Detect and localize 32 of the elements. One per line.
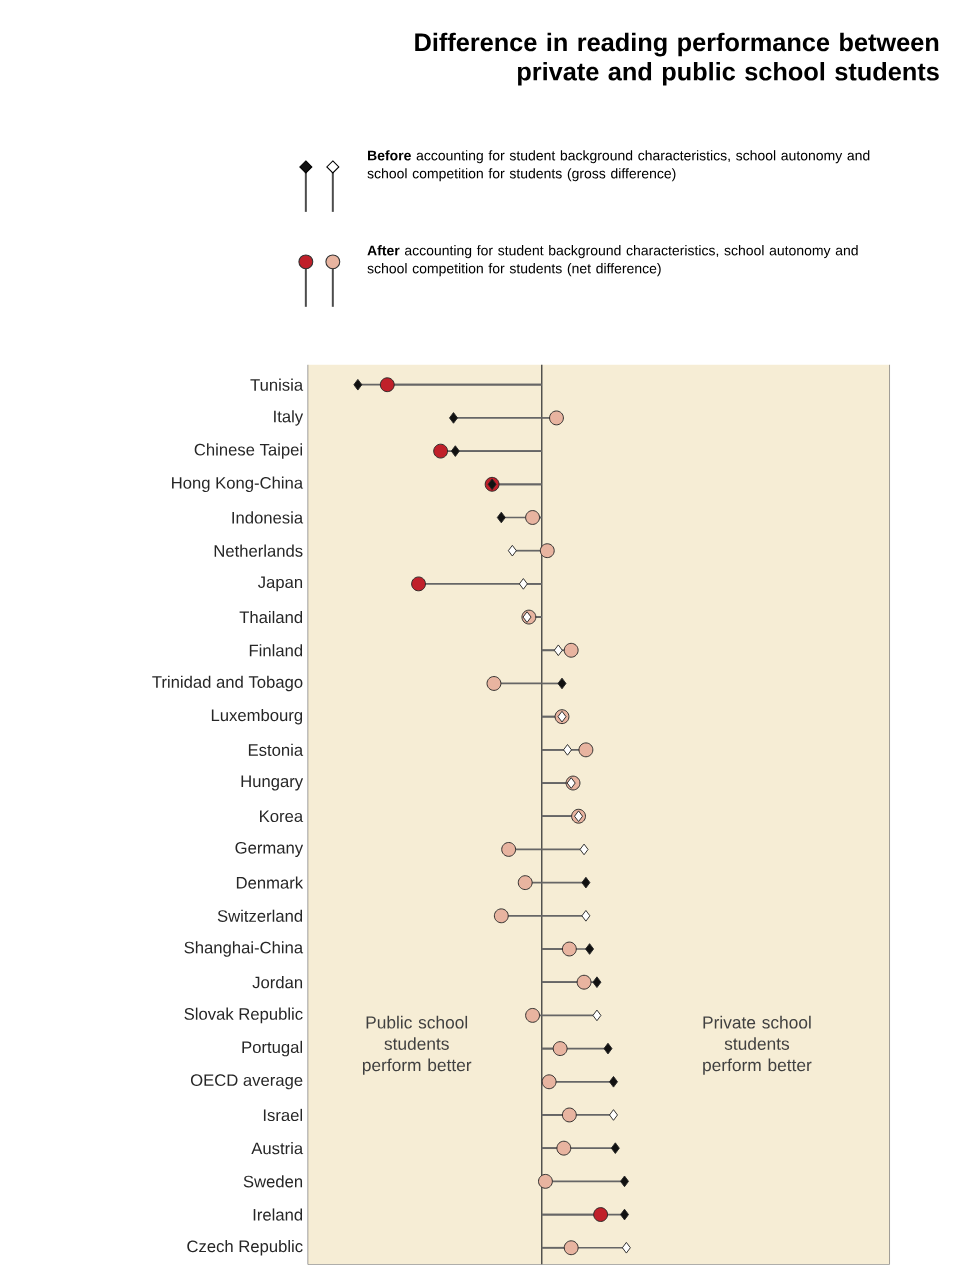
- y-tick-label: Czech Republic: [187, 1239, 303, 1256]
- y-tick-label: Slovak Republic: [184, 1007, 303, 1024]
- legend-label: After accounting for student background characteristics, school autonomy and school competition for students (net difference): [367, 245, 858, 277]
- y-tick-label: OECD average: [190, 1074, 303, 1090]
- legend-label: Before accounting for student background characteristics, school autonomy and school competition for students (gross difference): [367, 150, 870, 182]
- y-tick-label: Netherlands: [214, 544, 303, 557]
- y-tick-label: Luxembourg: [211, 708, 302, 725]
- y-tick-label: Portugal: [242, 1040, 302, 1057]
- y-tick-label: Israel: [263, 1108, 302, 1122]
- y-tick-label: Thailand: [239, 610, 302, 624]
- y-tick-label: Switzerland: [217, 909, 302, 922]
- y-tick-label: Ireland: [253, 1208, 302, 1221]
- y-tick-label: Trinidad and Tobago: [152, 675, 303, 692]
- y-tick-label: Hungary: [241, 775, 303, 791]
- y-tick-label: Korea: [259, 810, 303, 823]
- y-tick-label: Shanghai-China: [184, 941, 303, 957]
- y-tick-label: Denmark: [236, 876, 303, 889]
- y-tick-label: Italy: [273, 410, 303, 426]
- text: Difference in reading performance between private and public school students: [415, 32, 939, 86]
- y-tick-label: Germany: [235, 841, 303, 857]
- y-tick-label: Finland: [249, 644, 302, 657]
- y-tick-label: Estonia: [248, 743, 303, 756]
- y-tick-label: Indonesia: [232, 511, 303, 524]
- y-tick-label: Japan: [257, 576, 302, 592]
- y-tick-label: Hong Kong-China: [171, 476, 303, 493]
- text: Private school students perform better: [702, 1015, 812, 1075]
- annotation: Public school students perform better: [362, 1015, 472, 1075]
- y-tick-label: Sweden: [243, 1175, 302, 1188]
- y-tick-label: Jordan: [252, 976, 302, 989]
- y-tick-label: Austria: [251, 1142, 303, 1155]
- y-tick-label: Tunisia: [250, 378, 303, 391]
- y-tick-label: Chinese Taipei: [194, 443, 302, 459]
